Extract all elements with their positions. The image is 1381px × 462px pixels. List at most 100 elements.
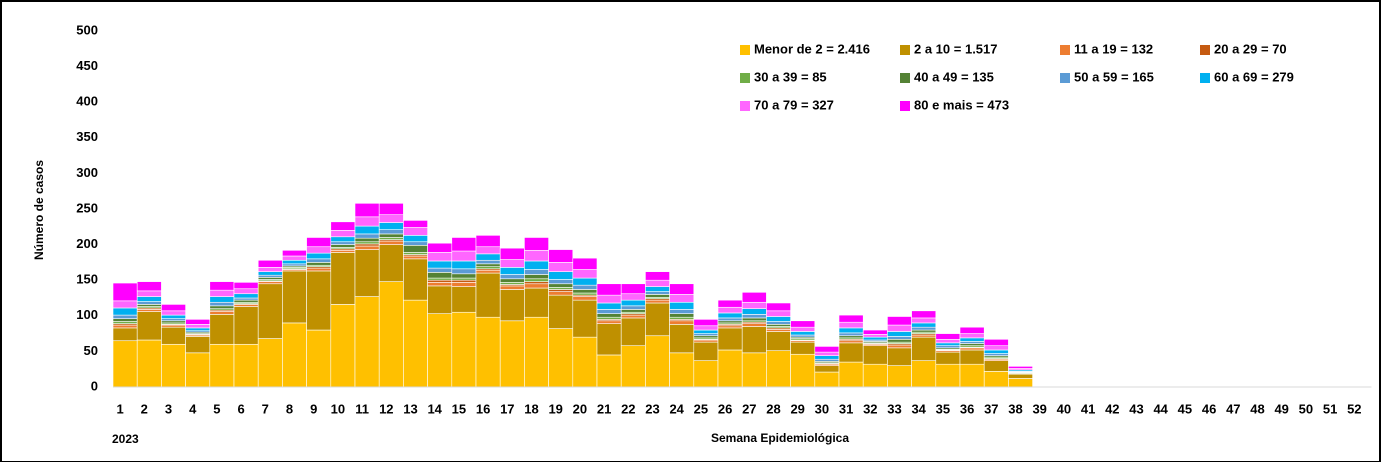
bar-segment	[548, 279, 574, 285]
bar-segment	[524, 283, 549, 289]
bar-segment	[959, 347, 985, 351]
bar-segment	[645, 299, 670, 304]
bar-segment	[475, 259, 501, 265]
x-axis-title: Semana Epidemiológica	[711, 431, 849, 445]
bar-segment	[935, 342, 961, 347]
bar-segment	[983, 371, 1009, 388]
bar-segment	[838, 314, 864, 323]
bar-segment	[814, 365, 840, 373]
bar-segment	[645, 271, 670, 281]
x-tick-label: 32	[863, 401, 877, 416]
x-tick-label: 42	[1105, 401, 1119, 416]
bar-segment	[983, 345, 1009, 351]
bar-segment	[717, 325, 743, 329]
bar-segment	[185, 352, 211, 388]
bar-segment	[645, 335, 670, 388]
bar-segment	[257, 283, 283, 339]
bar-segment	[959, 333, 985, 339]
bar-segment	[354, 245, 380, 250]
bar-segment	[475, 266, 501, 270]
bar-segment	[766, 324, 791, 327]
x-tick-label: 18	[524, 401, 538, 416]
bar-segment	[112, 327, 138, 342]
x-tick-label: 8	[286, 401, 293, 416]
legend-label: 11 a 19 = 132	[1074, 41, 1153, 56]
x-tick-label: 12	[379, 401, 393, 416]
bar-segment	[306, 262, 332, 266]
bar-segment	[524, 278, 549, 282]
bar-segment	[911, 360, 937, 388]
bar-segment	[233, 297, 259, 301]
x-tick-label: 49	[1274, 401, 1288, 416]
bar-segment	[596, 309, 622, 314]
bar-segment	[959, 363, 985, 388]
x-tick-label: 3	[165, 401, 172, 416]
x-tick-label: 17	[500, 401, 514, 416]
bar-segment	[427, 279, 453, 283]
legend-swatch	[1060, 73, 1070, 83]
x-tick-label: 20	[573, 401, 587, 416]
bar-segment	[233, 299, 259, 303]
bar-segment	[282, 259, 307, 265]
bar-segment	[427, 260, 453, 269]
bar-segment	[161, 320, 186, 324]
x-tick-label: 33	[887, 401, 901, 416]
bar-segment	[451, 279, 477, 283]
bar-segment	[790, 320, 816, 328]
y-tick-label: 500	[76, 22, 98, 37]
x-tick-label: 27	[742, 401, 756, 416]
bar-segment	[112, 282, 138, 302]
legend-label: Menor de 2 = 2.416	[754, 41, 870, 56]
bar-segment	[451, 237, 477, 252]
bar-segment	[233, 293, 259, 299]
bar-segment	[185, 319, 211, 325]
bar-segment	[887, 365, 912, 388]
bar-segment	[838, 321, 864, 329]
bar-segment	[499, 274, 525, 280]
bar-segment	[620, 345, 646, 388]
bar-segment	[403, 220, 428, 228]
bar-segment	[499, 267, 525, 275]
y-tick-label: 50	[84, 343, 98, 358]
bar-segment	[572, 336, 598, 388]
bar-segment	[693, 325, 719, 331]
bar-segment	[403, 252, 428, 255]
bar-segment	[282, 322, 307, 388]
bar-segment	[814, 346, 840, 353]
bar-segment	[136, 281, 162, 292]
bar-segment	[693, 319, 719, 327]
x-tick-label: 30	[815, 401, 829, 416]
bar-segment	[935, 363, 961, 388]
bar-segment	[136, 296, 162, 302]
bar-segment	[935, 345, 961, 349]
bar-segment	[717, 306, 743, 314]
x-group-label: 2023	[112, 432, 139, 446]
bar-segment	[330, 230, 356, 238]
x-tick-label: 34	[911, 401, 926, 416]
bar-segment	[451, 311, 477, 388]
x-tick-label: 37	[984, 401, 998, 416]
bar-segment	[620, 283, 646, 295]
bar-segment	[669, 320, 695, 325]
bar-segment	[209, 281, 235, 291]
bar-segment	[596, 313, 622, 318]
x-tick-label: 25	[694, 401, 708, 416]
bar-segment	[741, 352, 767, 388]
bar-segment	[862, 363, 888, 388]
bar-segment	[136, 311, 162, 341]
x-tick-label: 51	[1323, 401, 1337, 416]
bar-segment	[572, 269, 598, 279]
bar-segment	[766, 316, 791, 322]
bar-segment	[378, 214, 404, 223]
bar-segment	[814, 371, 840, 388]
bar-segment	[112, 324, 138, 329]
bar-segment	[1008, 378, 1033, 388]
x-tick-label: 4	[189, 401, 197, 416]
bar-segment	[330, 244, 356, 248]
bar-segment	[741, 317, 767, 322]
x-tick-label: 1	[116, 401, 123, 416]
bar-segment	[378, 233, 404, 238]
bar-segment	[161, 310, 186, 316]
bar-segment	[136, 309, 162, 312]
